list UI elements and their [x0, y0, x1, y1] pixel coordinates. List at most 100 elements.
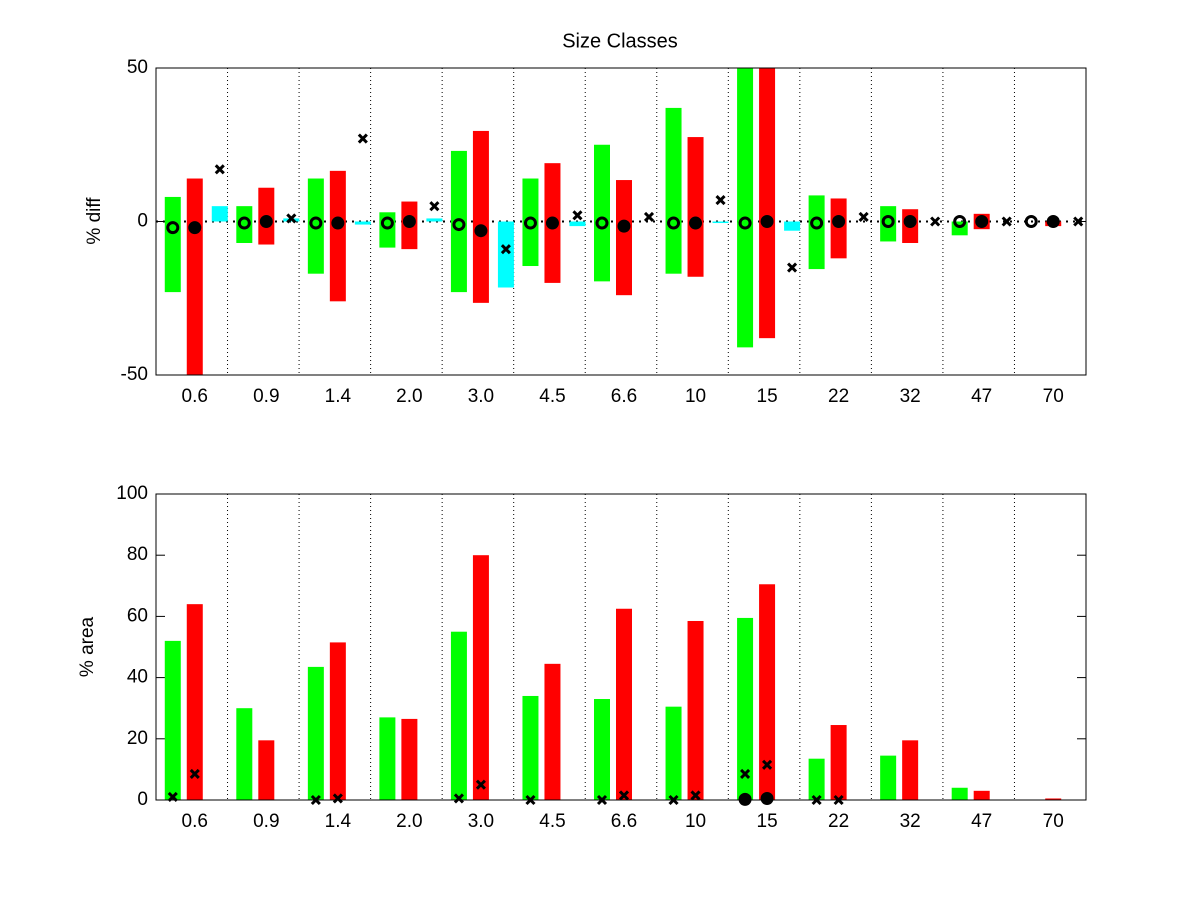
- x-stroke: [332, 793, 343, 804]
- range-bar: [236, 206, 253, 243]
- x-tick-label: 2.0: [396, 386, 422, 407]
- x-tick-label: 1.4: [325, 386, 352, 407]
- range-bar: [329, 170, 346, 302]
- x-marker: [715, 194, 726, 206]
- x-marker: [572, 210, 583, 221]
- x-marker: [429, 201, 440, 212]
- bar: [951, 787, 968, 800]
- circle-marker: [188, 221, 202, 235]
- x-tick-label: 15: [757, 811, 778, 832]
- x-stroke: [643, 211, 655, 222]
- bar: [426, 218, 443, 222]
- x-stroke: [858, 211, 869, 222]
- range-bar: [164, 196, 181, 293]
- bar: [307, 666, 324, 800]
- x-tick-label: 6.6: [611, 386, 637, 407]
- range-bar: [737, 68, 754, 348]
- x-marker: [762, 759, 773, 770]
- range-bar: [687, 137, 704, 277]
- circle-marker: [881, 215, 895, 228]
- x-marker: [357, 133, 368, 144]
- x-tick-label: 4.5: [539, 386, 565, 407]
- circle-marker: [1046, 215, 1060, 228]
- x-marker: [286, 213, 297, 224]
- x-stroke: [214, 164, 225, 175]
- bar: [186, 604, 203, 800]
- x-stroke: [286, 213, 297, 224]
- bar: [379, 717, 396, 800]
- y-tick-label: 20: [127, 728, 148, 749]
- range-bar: [450, 150, 467, 293]
- bar: [450, 631, 467, 800]
- range-bar: [616, 180, 632, 296]
- bar: [329, 642, 346, 800]
- y-tick-label: -50: [121, 364, 148, 385]
- x-stroke: [618, 790, 630, 801]
- range-bar: [830, 198, 847, 259]
- range-bar: [880, 206, 897, 242]
- x-stroke: [357, 133, 368, 144]
- bar: [354, 221, 371, 225]
- bar: [616, 608, 632, 800]
- circle-marker: [760, 215, 774, 228]
- x-marker: [475, 779, 486, 790]
- circle-marker: [810, 216, 824, 230]
- x-marker: [690, 790, 701, 801]
- bar: [401, 718, 418, 800]
- bar: [687, 620, 704, 800]
- bar: [569, 221, 586, 227]
- bar: [544, 663, 561, 800]
- x-marker: [332, 793, 343, 804]
- x-tick-label: 47: [971, 386, 992, 407]
- y-tick-label: 0: [137, 211, 148, 232]
- circle-marker: [309, 216, 323, 230]
- x-tick-label: 70: [1043, 386, 1064, 407]
- x-tick-label: 4.5: [539, 811, 565, 832]
- x-tick-label: 3.0: [468, 386, 494, 407]
- circle-marker: [903, 215, 917, 228]
- x-tick-label: 1.4: [325, 811, 352, 832]
- y-tick-label: 40: [127, 667, 148, 688]
- x-tick-label: 6.6: [611, 811, 637, 832]
- circle-marker: [380, 216, 394, 230]
- bar: [784, 221, 801, 231]
- bar: [497, 221, 514, 288]
- x-stroke: [787, 262, 798, 273]
- chart-title: Size Classes: [562, 30, 678, 52]
- circle-marker: [402, 215, 416, 228]
- x-stroke: [740, 768, 751, 780]
- circle-marker: [1024, 215, 1038, 228]
- x-marker: [1073, 216, 1084, 227]
- bar: [737, 617, 754, 800]
- x-tick-label: 0.9: [253, 811, 279, 832]
- bar: [258, 740, 275, 800]
- bar: [522, 695, 539, 800]
- circle-marker: [474, 224, 488, 238]
- circle-marker: [953, 215, 967, 228]
- x-tick-label: 15: [757, 386, 778, 407]
- x-marker: [453, 793, 464, 804]
- y-tick-label: 80: [127, 544, 148, 565]
- range-bar: [808, 195, 825, 270]
- x-tick-label: 32: [900, 386, 921, 407]
- bar: [973, 790, 990, 800]
- x-tick-label: 2.0: [396, 811, 422, 832]
- axes-box: [155, 493, 1087, 801]
- y-tick-label: 100: [116, 483, 148, 504]
- x-stroke: [572, 210, 583, 221]
- bar: [594, 699, 610, 800]
- circle-marker: [738, 792, 752, 806]
- x-marker: [1001, 216, 1012, 227]
- range-bar: [186, 178, 203, 375]
- range-bar: [307, 178, 324, 274]
- x-stroke: [1073, 216, 1084, 227]
- circle-marker: [595, 216, 609, 230]
- x-marker: [189, 768, 200, 780]
- y-axis-label: % diff: [84, 197, 105, 245]
- bar: [472, 555, 489, 800]
- x-tick-label: 32: [900, 811, 921, 832]
- circle-marker: [738, 216, 752, 230]
- bar: [665, 706, 682, 800]
- x-tick-label: 47: [971, 811, 992, 832]
